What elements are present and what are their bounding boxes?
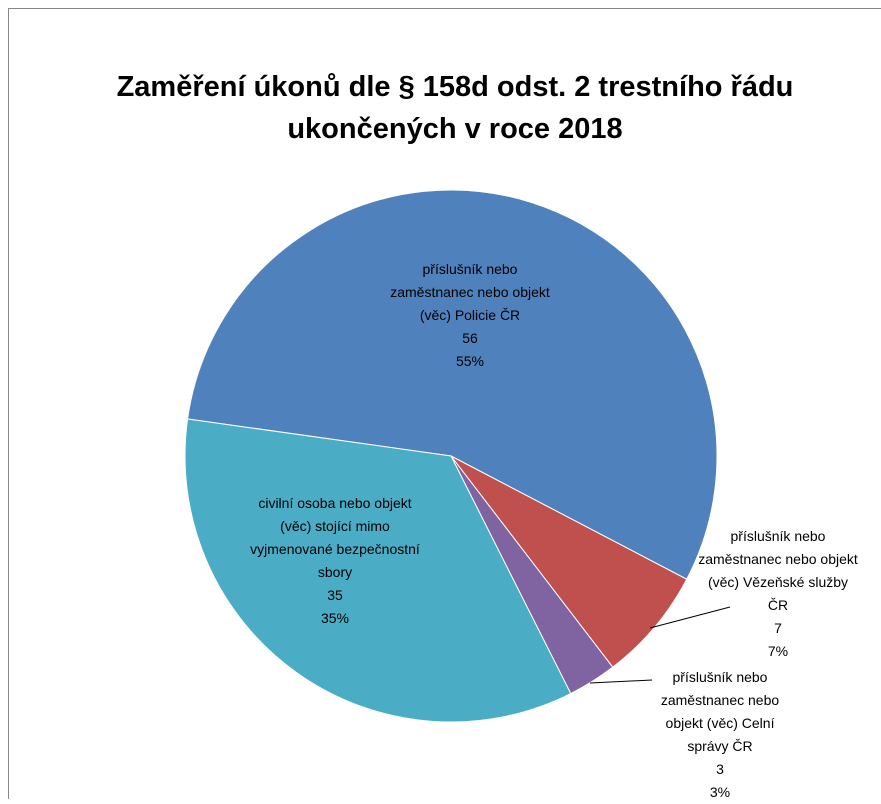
label-percent: 55% (385, 350, 555, 373)
label-value: 35 (245, 584, 425, 607)
label-value: 7 (698, 617, 858, 640)
chart-title: Zaměření úkonů dle § 158d odst. 2 trestn… (60, 66, 850, 150)
data-label: příslušník nebo zaměstnanec nebo objekt … (698, 525, 858, 663)
leader-line (590, 680, 652, 683)
label-category: příslušník nebo zaměstnanec nebo objekt … (698, 525, 858, 617)
data-label: příslušník nebo zaměstnanec nebo objekt … (645, 666, 795, 804)
label-value: 3 (645, 758, 795, 781)
label-percent: 3% (645, 781, 795, 804)
label-percent: 35% (245, 607, 425, 630)
data-label: civilní osoba nebo objekt (věc) stojící … (245, 492, 425, 630)
data-label: příslušník nebo zaměstnanec nebo objekt … (385, 258, 555, 373)
label-value: 56 (385, 327, 555, 350)
label-percent: 7% (698, 640, 858, 663)
label-category: příslušník nebo zaměstnanec nebo objekt … (385, 258, 555, 327)
label-category: civilní osoba nebo objekt (věc) stojící … (245, 492, 425, 584)
label-category: příslušník nebo zaměstnanec nebo objekt … (645, 666, 795, 758)
